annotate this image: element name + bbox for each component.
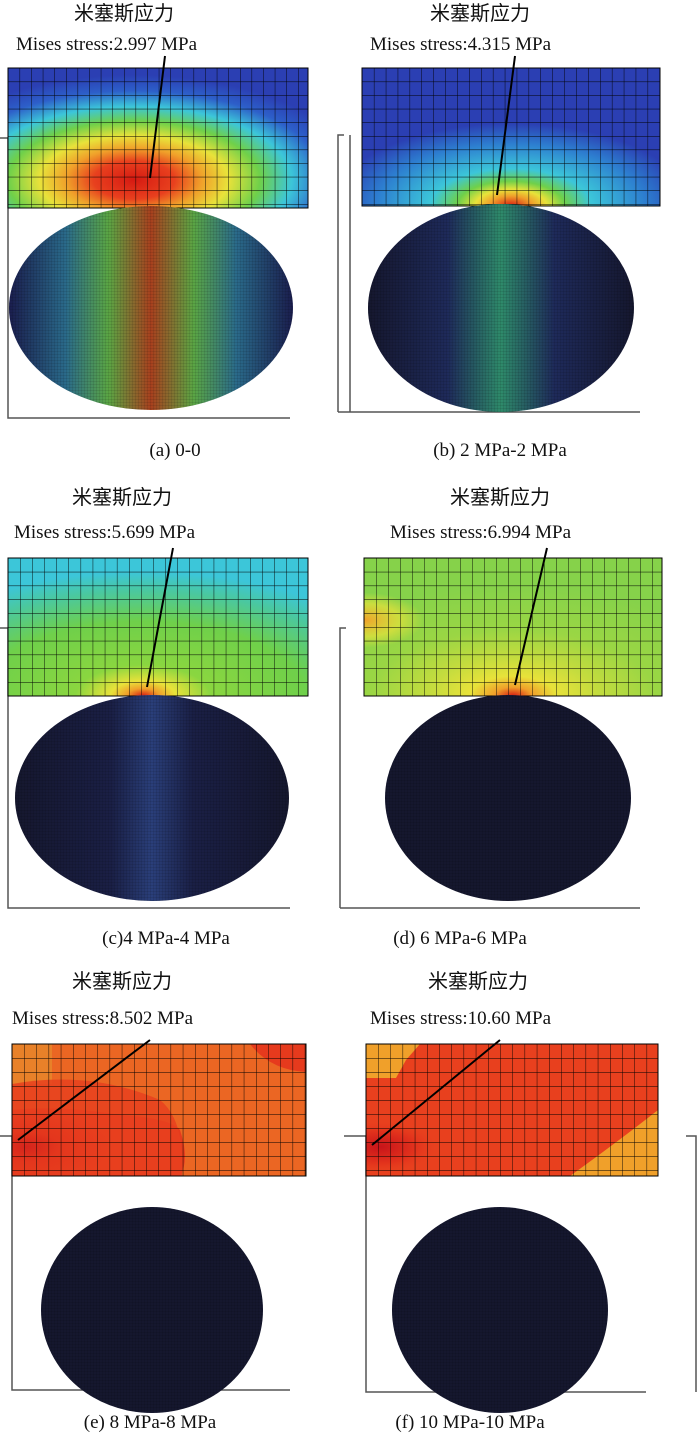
panel-d: 米塞斯应力 Mises stress:6.994 MPa (d) 6 MPa-6… [339, 480, 700, 960]
fem-contour-c [0, 547, 309, 909]
panel-c: 米塞斯应力 Mises stress:5.699 MPa (c)4 MPa-4 … [0, 480, 350, 960]
panel-b: 米塞斯应力 Mises stress:4.315 MPa (b) 2 MPa-2… [337, 0, 700, 480]
fem-contour-a [0, 55, 309, 419]
panel-caption: (f) 10 MPa-10 MPa [395, 1412, 545, 1433]
panel-title-cn: 米塞斯应力 [74, 3, 174, 25]
panel-f: 米塞斯应力 Mises stress:10.60 MPa (f) 10 MPa-… [344, 960, 700, 1440]
panel-stress-label: Mises stress:8.502 MPa [12, 1008, 194, 1029]
panel-caption: (d) 6 MPa-6 MPa [393, 928, 527, 949]
panel-title-cn: 米塞斯应力 [72, 971, 172, 993]
panel-stress-label: Mises stress:2.997 MPa [16, 34, 198, 55]
panel-a: 米塞斯应力 Mises stress:2.997 MPa (a) 0-0 [0, 0, 350, 480]
panel-caption: (e) 8 MPa-8 MPa [83, 1412, 217, 1433]
panel-title-cn: 米塞斯应力 [428, 971, 528, 993]
panel-stress-label: Mises stress:10.60 MPa [370, 1008, 552, 1029]
panel-stress-label: Mises stress:6.994 MPa [390, 522, 572, 543]
panel-stress-label: Mises stress:4.315 MPa [370, 34, 552, 55]
panel-caption: (b) 2 MPa-2 MPa [433, 440, 567, 461]
panel-title-cn: 米塞斯应力 [450, 487, 550, 509]
panel-e: 米塞斯应力 Mises stress:8.502 MPa (e) 8 MPa-8… [0, 960, 350, 1440]
panel-title-cn: 米塞斯应力 [430, 3, 530, 25]
fem-contour-e [0, 1039, 307, 1413]
panel-caption: (c)4 MPa-4 MPa [102, 928, 230, 949]
fem-contour-f [344, 1039, 697, 1413]
panel-caption: (a) 0-0 [149, 440, 201, 461]
panel-stress-label: Mises stress:5.699 MPa [14, 522, 196, 543]
fem-contour-d [339, 547, 663, 909]
panel-title-cn: 米塞斯应力 [72, 487, 172, 509]
fem-contour-b [337, 55, 661, 413]
